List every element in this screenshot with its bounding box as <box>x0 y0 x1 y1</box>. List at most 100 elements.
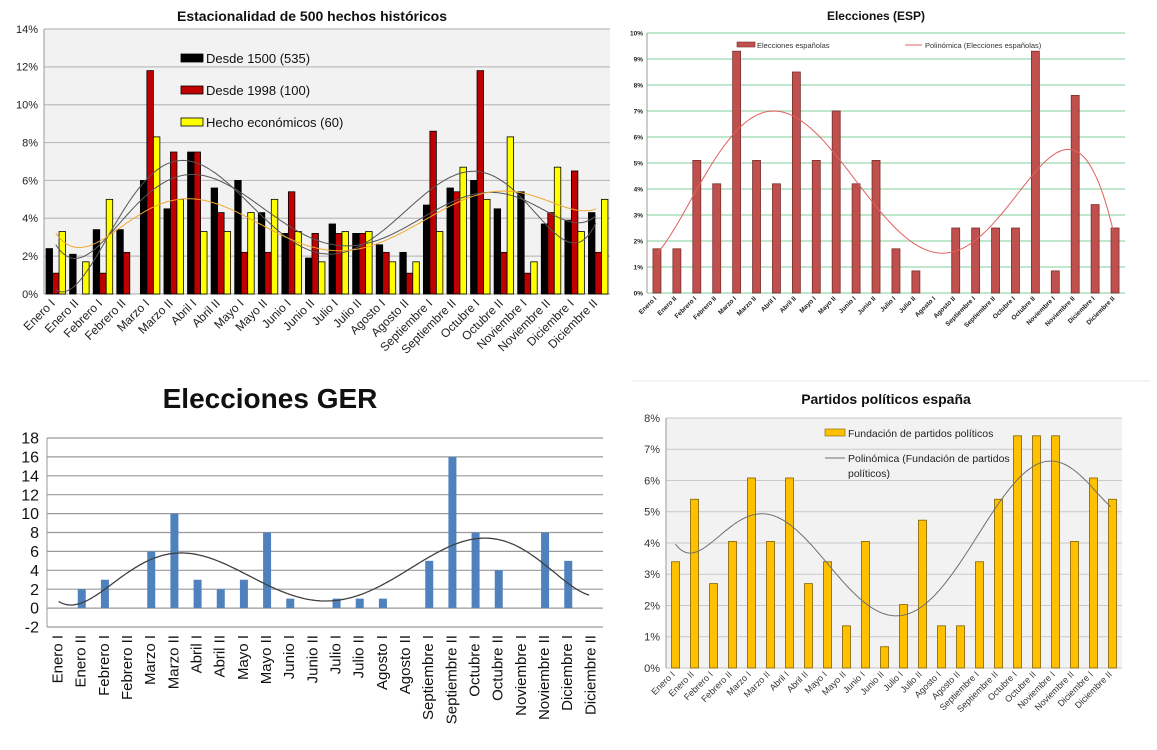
bar-desde-1998-100--9 <box>264 251 272 295</box>
bar-elecciones-espa-olas-5 <box>752 159 761 294</box>
bar-desde-1500-535--8 <box>234 180 242 295</box>
bar-series-7 <box>216 589 225 609</box>
bar-fundaci-n-de-partidos-pol-ticos-16 <box>975 561 984 669</box>
bar-desde-1998-100--15 <box>405 272 414 295</box>
y-tick-label: 14% <box>16 24 38 36</box>
y-tick-label: 4% <box>644 538 660 550</box>
y-tick-label: 0% <box>644 663 660 675</box>
y-tick-label: 3% <box>644 569 660 581</box>
bar-hecho-econ-micos-60--18 <box>483 198 491 295</box>
bar-elecciones-espa-olas-3 <box>712 183 722 294</box>
chart-2: 0% 1% 2% 3% 4% 5% 6% 7% 8% 9% 10% Elecciones (ESP) E… <box>630 9 1125 329</box>
y-tick-label: 4% <box>22 213 38 225</box>
y-tick-label: 0 <box>30 601 39 618</box>
bar-desde-1500-535--23 <box>588 212 596 295</box>
bar-series-5 <box>170 513 179 609</box>
x-tick-label: Mayo II <box>817 295 838 316</box>
x-tick-label: Diciembre II <box>582 635 599 715</box>
bar-desde-1998-100--7 <box>217 212 225 295</box>
legend-swatch <box>180 53 204 63</box>
bar-elecciones-espa-olas-9 <box>831 110 841 294</box>
legend-label: Polinómica (Fundación de partidos <box>848 453 1010 465</box>
bar-hecho-econ-micos-60--20 <box>530 261 538 295</box>
bar-desde-1500-535--21 <box>540 223 549 295</box>
bar-series-4 <box>147 551 156 609</box>
x-tick-label: Abril I <box>189 635 206 673</box>
bar-desde-1500-535--18 <box>470 180 478 295</box>
x-tick-label: Julio I <box>879 295 897 313</box>
bar-desde-1998-100--17 <box>453 191 461 295</box>
bar-elecciones-espa-olas-1 <box>672 248 682 294</box>
y-tick-label: 1% <box>634 264 644 271</box>
bar-hecho-econ-micos-60--4 <box>152 136 161 295</box>
bar-elecciones-espa-olas-4 <box>732 50 742 294</box>
bar-elecciones-espa-olas-16 <box>971 227 981 294</box>
bar-elecciones-espa-olas-10 <box>851 183 861 294</box>
x-tick-label: Agosto I <box>374 635 391 690</box>
x-tick-label: Julio I <box>328 635 345 674</box>
bar-elecciones-espa-olas-13 <box>911 270 921 294</box>
bar-elecciones-espa-olas-20 <box>1050 270 1060 294</box>
bar-desde-1998-100--22 <box>570 170 579 295</box>
bar-fundaci-n-de-partidos-pol-ticos-8 <box>823 561 832 669</box>
y-tick-label: 9% <box>634 56 644 63</box>
bar-elecciones-espa-olas-23 <box>1110 227 1120 294</box>
x-tick-label: Marzo II <box>165 635 182 689</box>
chart-title: Partidos políticos españa <box>801 391 971 407</box>
bar-elecciones-espa-olas-12 <box>891 248 901 294</box>
bar-series-19 <box>494 570 503 609</box>
bar-elecciones-espa-olas-2 <box>692 159 702 294</box>
bar-hecho-econ-micos-60--15 <box>412 261 420 295</box>
bar-fundaci-n-de-partidos-pol-ticos-12 <box>899 604 908 669</box>
x-tick-label: Agosto II <box>397 635 414 694</box>
bar-desde-1998-100--14 <box>382 251 390 295</box>
x-tick-label: Abril II <box>212 635 229 678</box>
bar-fundaci-n-de-partidos-pol-ticos-2 <box>709 583 718 669</box>
bar-hecho-econ-micos-60--21 <box>553 166 562 295</box>
polynomial-trendline <box>55 159 597 293</box>
y-tick-label: 8 <box>30 525 39 542</box>
bar-hecho-econ-micos-60--13 <box>365 231 373 295</box>
x-tick-label: Abril I <box>760 295 778 313</box>
bar-desde-1500-535--22 <box>564 219 572 295</box>
y-tick-label: 16 <box>21 450 39 467</box>
bar-desde-1500-535--11 <box>305 257 313 295</box>
bar-hecho-econ-micos-60--12 <box>341 231 349 295</box>
x-tick-label: Mayo I <box>798 295 817 314</box>
bar-hecho-econ-micos-60--0 <box>58 231 66 295</box>
legend-label: Desde 1998 (100) <box>206 83 310 98</box>
x-tick-label: Abril II <box>779 295 798 314</box>
legend-label: Desde 1500 (535) <box>206 51 310 66</box>
bar-fundaci-n-de-partidos-pol-ticos-11 <box>880 646 889 669</box>
bar-desde-1500-535--13 <box>352 233 360 295</box>
bar-elecciones-espa-olas-22 <box>1090 204 1100 294</box>
bar-series-12 <box>332 598 341 609</box>
bar-fundaci-n-de-partidos-pol-ticos-5 <box>766 541 775 669</box>
bar-desde-1500-535--14 <box>375 244 384 295</box>
bar-elecciones-espa-olas-18 <box>1011 227 1020 294</box>
x-tick-label: Febrero I <box>96 635 113 696</box>
y-tick-label: -2 <box>25 620 39 637</box>
y-tick-label: 6% <box>22 175 38 187</box>
bar-hecho-econ-micos-60--8 <box>247 212 255 295</box>
bar-fundaci-n-de-partidos-pol-ticos-10 <box>861 541 870 669</box>
bar-elecciones-espa-olas-0 <box>652 248 662 294</box>
bar-hecho-econ-micos-60--6 <box>200 231 208 295</box>
bar-series-10 <box>286 598 295 609</box>
bar-fundaci-n-de-partidos-pol-ticos-17 <box>994 498 1003 669</box>
bar-desde-1998-100--8 <box>240 251 249 295</box>
y-tick-label: 8% <box>644 413 660 425</box>
bar-desde-1500-535--0 <box>45 248 53 295</box>
bar-hecho-econ-micos-60--10 <box>294 231 302 295</box>
bar-hecho-econ-micos-60--7 <box>223 231 232 295</box>
y-tick-label: 12 <box>21 487 39 504</box>
x-tick-label: Diciembre I <box>559 635 576 711</box>
bar-elecciones-espa-olas-6 <box>772 183 781 294</box>
bar-desde-1500-535--19 <box>493 208 502 295</box>
bar-desde-1500-535--10 <box>281 233 289 295</box>
bar-hecho-econ-micos-60--1 <box>82 261 90 295</box>
bar-hecho-econ-micos-60--22 <box>577 231 585 295</box>
bar-desde-1500-535--1 <box>69 253 77 295</box>
bar-fundaci-n-de-partidos-pol-ticos-22 <box>1089 477 1098 669</box>
x-tick-label: Junio I <box>281 635 298 679</box>
